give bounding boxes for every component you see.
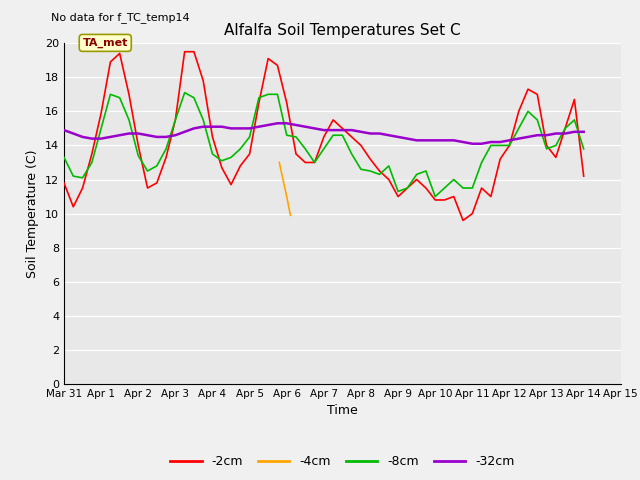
Legend: -2cm, -4cm, -8cm, -32cm: -2cm, -4cm, -8cm, -32cm <box>165 450 520 473</box>
Title: Alfalfa Soil Temperatures Set C: Alfalfa Soil Temperatures Set C <box>224 23 461 38</box>
Text: TA_met: TA_met <box>83 38 128 48</box>
Y-axis label: Soil Temperature (C): Soil Temperature (C) <box>26 149 40 278</box>
Text: No data for f_TC_temp14: No data for f_TC_temp14 <box>51 12 190 23</box>
X-axis label: Time: Time <box>327 405 358 418</box>
